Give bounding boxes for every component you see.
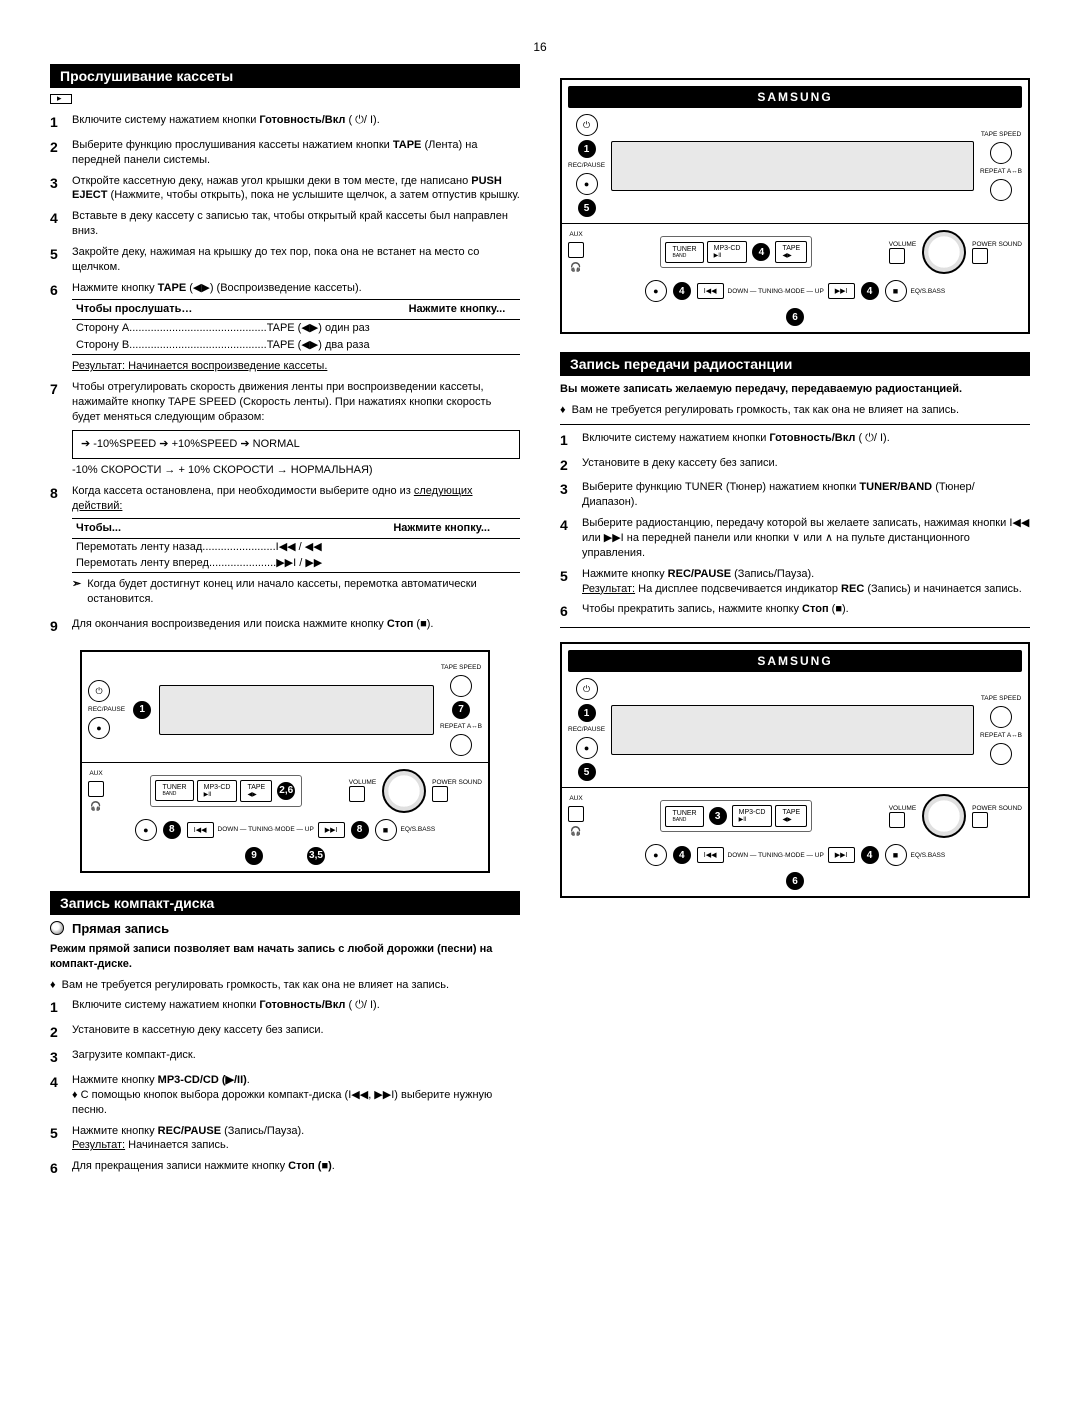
step-6: 6 Нажмите кнопку TAPE (◀▶) (Воспроизведе… xyxy=(50,281,520,374)
callout: 2,6 xyxy=(277,782,295,800)
tapespeed-button-icon xyxy=(450,675,472,697)
intro-cdrecord: Режим прямой записи позволяет вам начать… xyxy=(50,942,520,972)
right-column: SAMSUNG ⏻ 1 REC/PAUSE ● 5 TAPE SPEED REP… xyxy=(560,64,1030,1184)
section-header-radio: Запись передачи радиостанции xyxy=(560,352,1030,376)
section-header-cassette: Прослушивание кассеты xyxy=(50,64,520,88)
callout: 1 xyxy=(578,140,596,158)
rec-bottom-icon: ● xyxy=(135,819,157,841)
aux-button-icon xyxy=(88,781,104,797)
bullet-radio: ♦Вам не требуется регулировать громкость… xyxy=(560,403,1030,418)
callout: 4 xyxy=(861,282,879,300)
callout: 4 xyxy=(673,282,691,300)
callout: 9 xyxy=(245,847,263,865)
callout: 7 xyxy=(452,701,470,719)
screen xyxy=(159,685,434,735)
steps-cdrecord: 1Включите систему нажатием кнопки Готовн… xyxy=(50,998,520,1178)
mp3-button: MP3-CD▶II xyxy=(197,780,238,802)
screen xyxy=(611,705,974,755)
callout: 6 xyxy=(786,308,804,326)
callout: 4 xyxy=(861,846,879,864)
power-button-icon: ⏻ xyxy=(576,114,598,136)
callout: 6 xyxy=(786,872,804,890)
page-number: 16 xyxy=(50,40,1030,54)
brand-label: SAMSUNG xyxy=(568,86,1022,108)
callout: 1 xyxy=(578,704,596,722)
rec-button-icon: ● xyxy=(576,737,598,759)
section-header-cdrecord: Запись компакт-диска xyxy=(50,891,520,915)
note-rewind: ➣ Когда будет достигнут конец или начало… xyxy=(72,577,520,607)
rec-button-icon: ● xyxy=(88,717,110,739)
device-illustration-3: SAMSUNG ⏻ 1 REC/PAUSE ● 5 TAPE SPEED REP… xyxy=(560,642,1030,898)
icon-strip xyxy=(50,94,520,105)
volume-knob-icon xyxy=(922,794,966,838)
power-button-icon: ⏻ xyxy=(576,678,598,700)
callout: 4 xyxy=(673,846,691,864)
brand-label: SAMSUNG xyxy=(568,650,1022,672)
volume-knob-icon xyxy=(922,230,966,274)
repeat-button-icon xyxy=(450,734,472,756)
subheading-direct: Прямая запись xyxy=(50,921,520,936)
left-column: Прослушивание кассеты 1Включите систему … xyxy=(50,64,520,1184)
step-9: 9Для окончания воспроизведения или поиск… xyxy=(50,617,520,636)
speed-diagram: ➔ -10%SPEED ➔ +10%SPEED ➔ NORMAL xyxy=(72,430,520,459)
steps-radio: 1Включите систему нажатием кнопки Готовн… xyxy=(560,431,1030,622)
result-play: Результат: Начинается воспроизведение ка… xyxy=(72,360,327,372)
callout: 5 xyxy=(578,763,596,781)
table-play: Чтобы прослушать…Нажмите кнопку... Сторо… xyxy=(72,299,520,355)
power-button-icon: ⏻ xyxy=(88,680,110,702)
step-7: 7 Чтобы отрегулировать скорость движения… xyxy=(50,380,520,478)
intro-radio: Вы можете записать желаемую передачу, пе… xyxy=(560,382,1030,397)
speed-caption: -10% СКОРОСТИ → + 10% СКОРОСТИ → НОРМАЛЬ… xyxy=(72,464,373,476)
cassette-icon xyxy=(50,94,72,104)
callout: 3 xyxy=(709,807,727,825)
tuner-button: TUNERBAND xyxy=(155,780,193,801)
callout: 8 xyxy=(163,821,181,839)
callout: 1 xyxy=(133,701,151,719)
callout: 4 xyxy=(752,243,770,261)
device-illustration-1: ⏻ REC/PAUSE ● 1 TAPE SPEED 7 REPEAT A↔B … xyxy=(80,650,490,873)
screen xyxy=(611,141,974,191)
callout: 8 xyxy=(351,821,369,839)
rec-button-icon: ● xyxy=(576,173,598,195)
step-8: 8 Когда кассета остановлена, при необход… xyxy=(50,484,520,611)
device-illustration-2: SAMSUNG ⏻ 1 REC/PAUSE ● 5 TAPE SPEED REP… xyxy=(560,78,1030,334)
tape-button: TAPE◀▶ xyxy=(240,780,272,802)
bullet-cdrecord: ♦Вам не требуется регулировать громкость… xyxy=(50,978,520,993)
disc-icon xyxy=(50,921,64,935)
callout: 5 xyxy=(578,199,596,217)
volume-knob-icon xyxy=(382,769,426,813)
callout: 3,5 xyxy=(307,847,325,865)
table-rewind: Чтобы...Нажмите кнопку... Перемотать лен… xyxy=(72,518,520,574)
steps-cassette: 1Включите систему нажатием кнопки Готовн… xyxy=(50,113,520,275)
